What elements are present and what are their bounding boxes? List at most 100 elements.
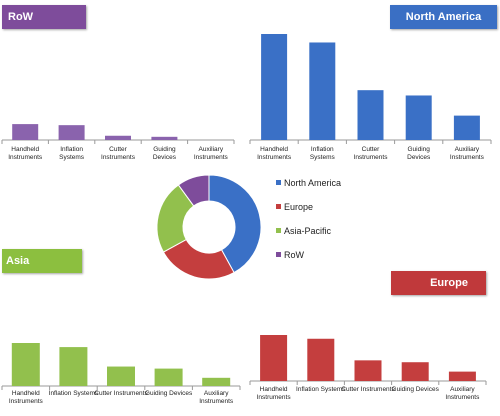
north_america-tick-label-line: Auxiliary bbox=[455, 146, 480, 153]
row-tick-label-line: Devices bbox=[153, 154, 177, 161]
asia-tick-label: Cutter Instruments bbox=[94, 390, 148, 397]
legend-item-europe: Europe bbox=[276, 202, 313, 212]
row-tick-label-line: Systems bbox=[59, 154, 85, 161]
row-bar bbox=[151, 136, 178, 140]
north_america-tick-label: Inflation Systems bbox=[310, 146, 336, 161]
row-tick-label-line: Guiding bbox=[153, 146, 176, 153]
legend-label-north-america: North America bbox=[284, 178, 342, 188]
row-banner: RoW bbox=[2, 5, 86, 29]
asia-bar bbox=[107, 366, 135, 386]
europe-tick-label: Auxiliary Instruments bbox=[445, 386, 480, 401]
europe-tick-label-line: Guiding Devices bbox=[392, 386, 440, 393]
legend-label-europe: Europe bbox=[284, 202, 314, 212]
row-tick-label-line: Inflation bbox=[60, 146, 83, 153]
europe-tick-label-line: Handheld bbox=[260, 386, 288, 393]
asia-tick-label: Auxiliary Instruments bbox=[199, 390, 234, 405]
north_america-tick-label: Handheld Instruments bbox=[257, 146, 292, 161]
north_america-bar bbox=[405, 95, 432, 140]
legend-label-asia-pacific: Asia-Pacific bbox=[284, 226, 332, 236]
north-america-banner-label: North America bbox=[405, 11, 482, 23]
europe-tick-label-line: Inflation Systems bbox=[296, 386, 346, 393]
asia-bar bbox=[202, 377, 231, 386]
europe-tick-label-line: Instruments bbox=[445, 394, 480, 401]
legend-item-row: RoW bbox=[276, 250, 304, 260]
north_america-bar bbox=[309, 42, 336, 141]
asia-tick-label: Handheld Instruments bbox=[9, 390, 44, 405]
legend-item-north-america: North America bbox=[276, 178, 341, 188]
europe-bar bbox=[307, 338, 335, 381]
europe-tick-label: Inflation Systems bbox=[296, 386, 346, 393]
asia-tick-label-line: Guiding Devices bbox=[145, 390, 193, 397]
legend-item-asia-pacific: Asia-Pacific bbox=[276, 226, 331, 236]
legend-swatch-asia-pacific bbox=[276, 228, 281, 233]
north_america-tick-label-line: Inflation bbox=[311, 146, 334, 153]
europe-tick-label-line: Cutter Instruments bbox=[341, 386, 395, 393]
europe-bar bbox=[448, 371, 476, 381]
north_america-bar bbox=[261, 34, 288, 140]
legend-swatch-north-america bbox=[276, 180, 281, 185]
europe-bar bbox=[260, 335, 288, 381]
asia-banner-label: Asia bbox=[6, 255, 30, 267]
donut-slice-row bbox=[177, 174, 210, 207]
asia-tick-label-line: Instruments bbox=[9, 398, 44, 405]
asia-tick-label-line: Instruments bbox=[199, 398, 234, 405]
north_america-bar bbox=[453, 115, 480, 140]
row-banner-label: RoW bbox=[8, 11, 34, 23]
north-america-banner: North America bbox=[390, 5, 497, 29]
north_america-tick-label-line: Devices bbox=[407, 154, 431, 161]
row-tick-label-line: Instruments bbox=[194, 154, 229, 161]
legend-swatch-row bbox=[276, 252, 281, 257]
row-tick-label: Cutter Instruments bbox=[101, 146, 136, 161]
europe-bar bbox=[354, 360, 382, 381]
asia-bar bbox=[154, 368, 183, 386]
europe-tick-label-line: Auxiliary bbox=[450, 386, 475, 393]
asia-tick-label-line: Auxiliary bbox=[204, 390, 229, 397]
asia-bar bbox=[59, 347, 88, 386]
north_america-tick-label-line: Systems bbox=[310, 154, 336, 161]
row-bar bbox=[58, 125, 85, 140]
asia-tick-label-line: Cutter Instruments bbox=[94, 390, 148, 397]
north_america-tick-label-line: Instruments bbox=[450, 154, 485, 161]
asia-tick-label-line: Inflation Systems bbox=[49, 390, 99, 397]
row-tick-label-line: Cutter bbox=[109, 146, 128, 153]
north_america-tick-label-line: Instruments bbox=[257, 154, 292, 161]
row-tick-label: Guiding Devices bbox=[153, 146, 177, 161]
asia-tick-label: Inflation Systems bbox=[49, 390, 99, 397]
legend-swatch-europe bbox=[276, 204, 281, 209]
asia-tick-label-line: Handheld bbox=[12, 390, 40, 397]
europe-bar bbox=[401, 362, 429, 381]
europe-tick-label: Cutter Instruments bbox=[341, 386, 395, 393]
row-tick-label-line: Instruments bbox=[101, 154, 136, 161]
europe-tick-label-line: Instruments bbox=[257, 394, 292, 401]
north_america-tick-label-line: Instruments bbox=[354, 154, 389, 161]
north_america-tick-label-line: Guiding bbox=[407, 146, 430, 153]
row-tick-label-line: Instruments bbox=[8, 154, 43, 161]
europe-tick-label: Guiding Devices bbox=[392, 386, 440, 393]
europe-tick-label: Handheld Instruments bbox=[257, 386, 292, 401]
row-tick-label: Auxiliary Instruments bbox=[194, 146, 229, 161]
europe-banner: Europe bbox=[391, 271, 486, 295]
north_america-tick-label: Guiding Devices bbox=[407, 146, 431, 161]
legend-label-row: RoW bbox=[284, 250, 304, 260]
row-tick-label: Handheld Instruments bbox=[8, 146, 43, 161]
asia-tick-label: Guiding Devices bbox=[145, 390, 193, 397]
north_america-bar bbox=[357, 90, 384, 140]
north_america-tick-label: Auxiliary Instruments bbox=[450, 146, 485, 161]
row-tick-label: Inflation Systems bbox=[59, 146, 85, 161]
row-tick-label-line: Auxiliary bbox=[199, 146, 224, 153]
europe-banner-label: Europe bbox=[430, 277, 468, 289]
row-bar bbox=[12, 124, 39, 140]
north_america-tick-label-line: Handheld bbox=[260, 146, 288, 153]
asia-bar bbox=[11, 343, 40, 386]
row-bar bbox=[105, 135, 131, 140]
asia-banner: Asia bbox=[2, 249, 82, 273]
row-tick-label-line: Handheld bbox=[11, 146, 39, 153]
north_america-tick-label-line: Cutter bbox=[362, 146, 381, 153]
donut-slice-north-america bbox=[208, 174, 262, 274]
north_america-tick-label: Cutter Instruments bbox=[354, 146, 389, 161]
